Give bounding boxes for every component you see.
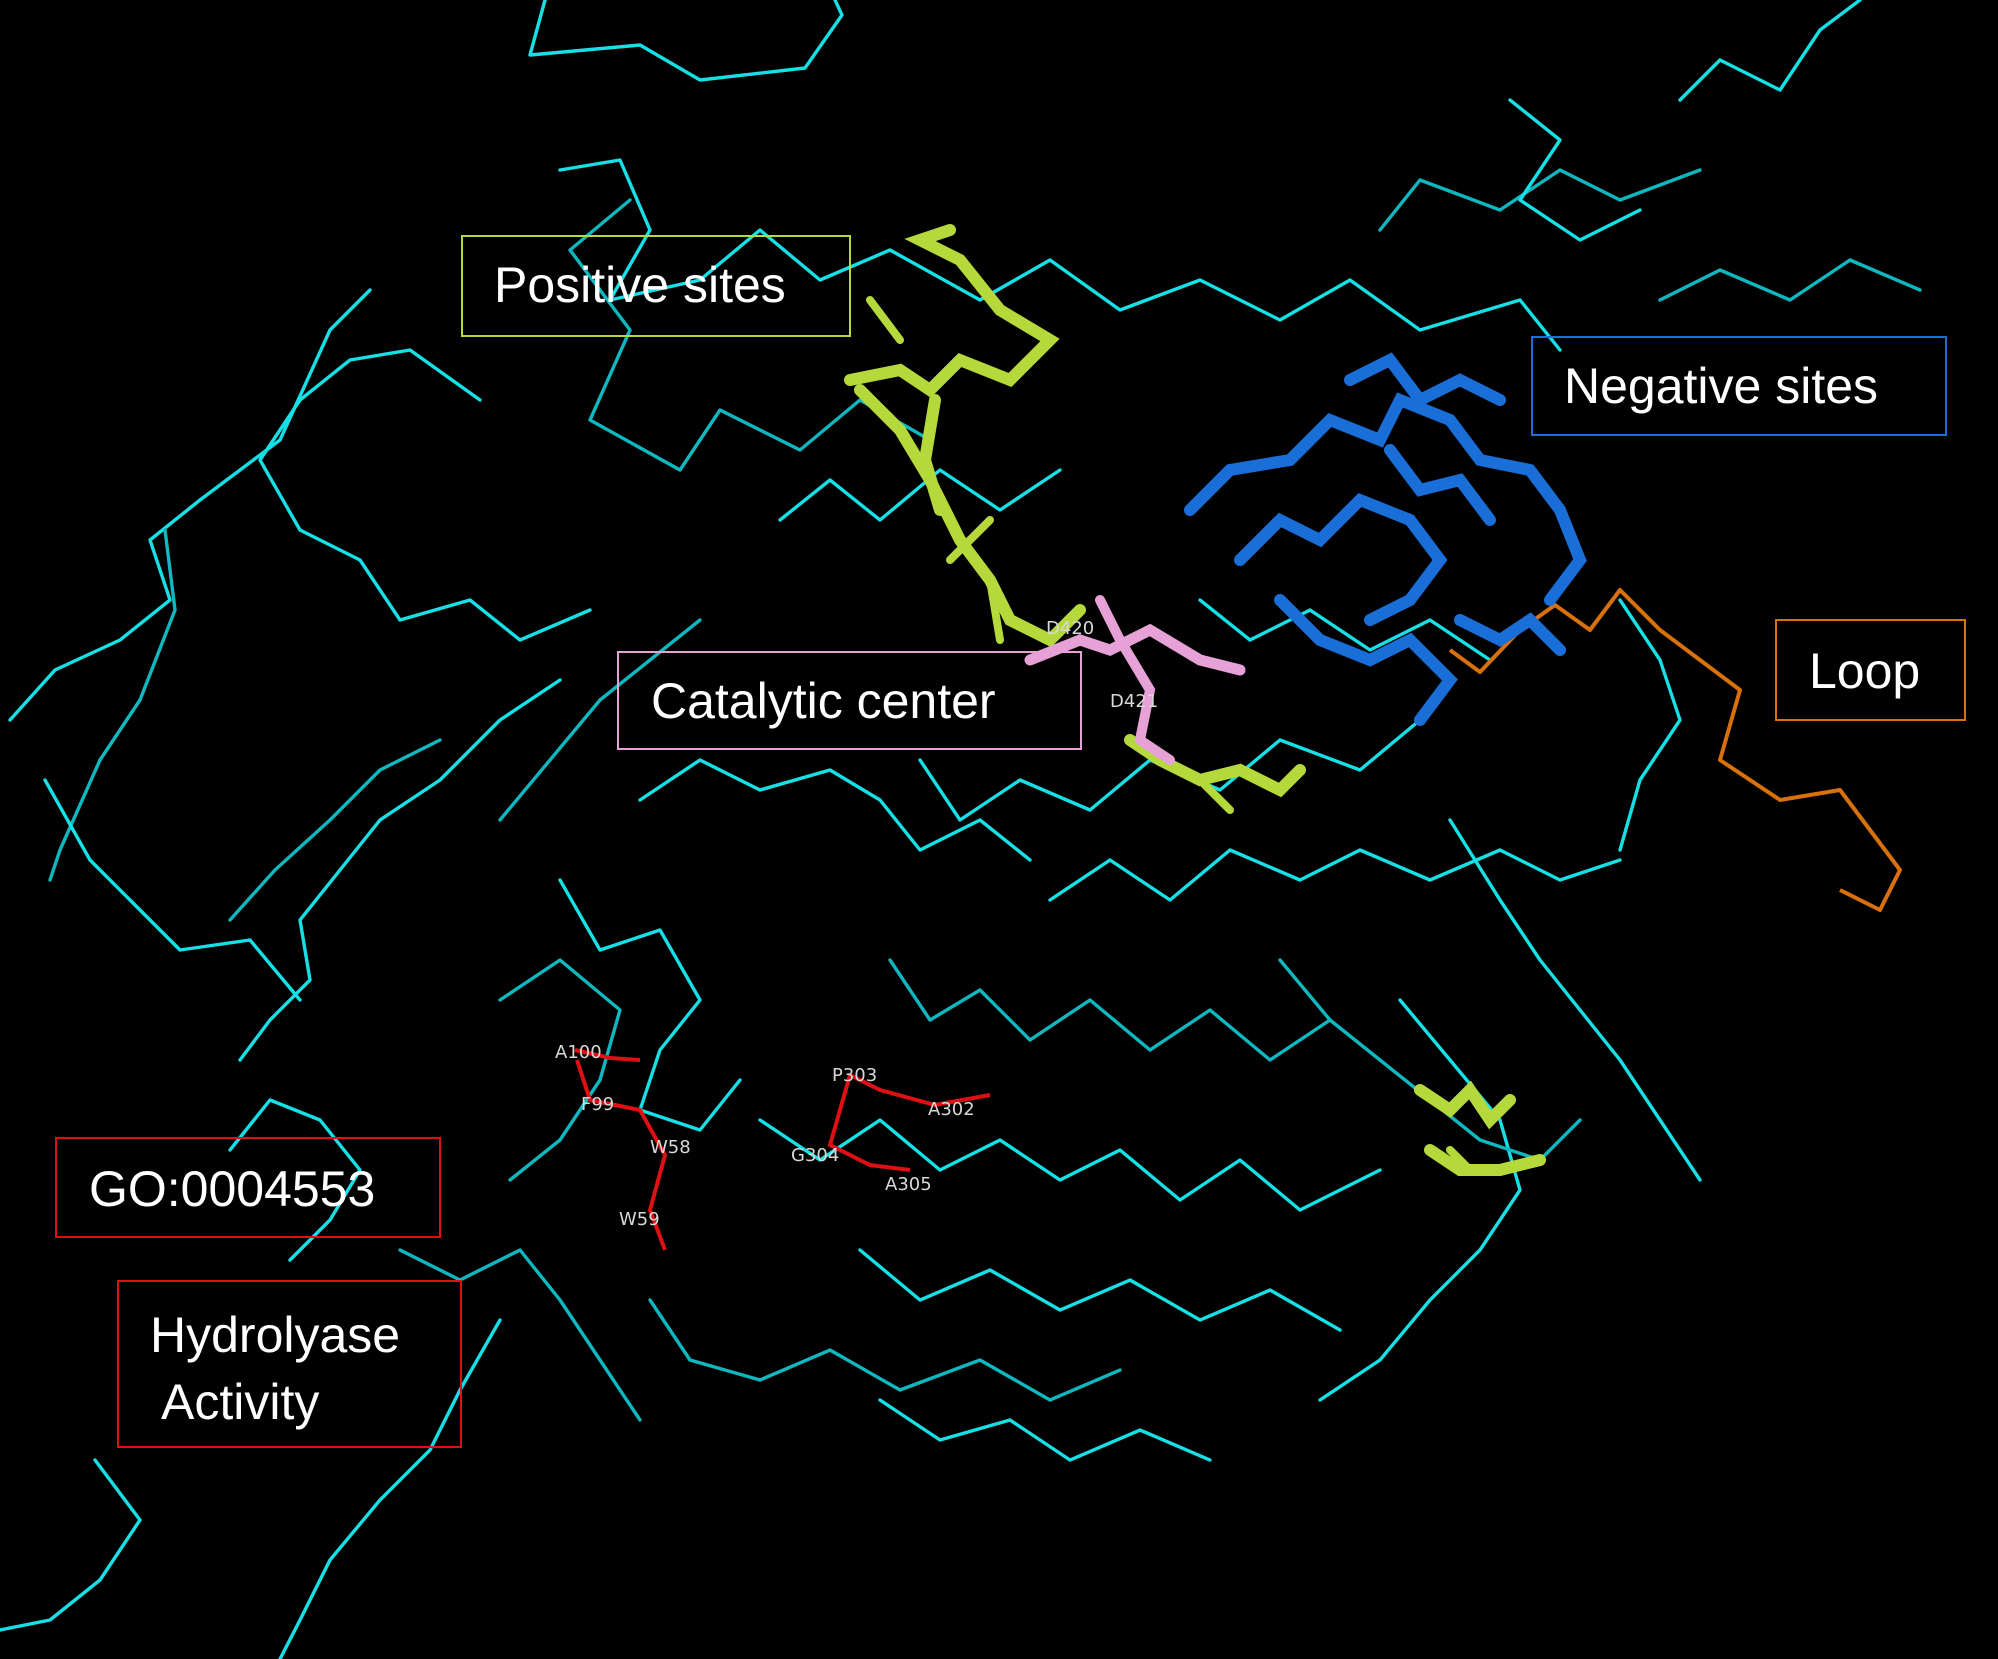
negative-stick [1274, 594, 1458, 726]
backbone-chain [1378, 168, 1702, 232]
backbone-chain [568, 198, 932, 472]
negative-stick [1184, 392, 1587, 606]
positive-branch [946, 516, 994, 564]
backbone-chain [228, 738, 442, 922]
negative-site-residues [1184, 352, 1587, 726]
positive-stick [844, 224, 1060, 398]
residue-label-d420: D420 [1046, 618, 1094, 639]
positive-branch [1196, 776, 1234, 814]
backbone-chain [1508, 98, 1642, 242]
positive-site-residues [844, 224, 1546, 1176]
backbone-chain [648, 1298, 1122, 1402]
backbone-chain [878, 1398, 1212, 1462]
label-negative-sites: Negative sites [1531, 336, 1947, 436]
residue-label-a302: A302 [928, 1099, 975, 1120]
positive-stick [1424, 1144, 1546, 1176]
backbone-chain [1618, 598, 1682, 852]
label-hydrolyase-line2: Activity [161, 1374, 320, 1430]
backbone-chain [48, 528, 177, 882]
positive-stick [1124, 734, 1306, 798]
negative-stick [1454, 612, 1566, 656]
residue-label-f99: F99 [581, 1094, 614, 1115]
label-positive-sites-text: Positive sites [494, 257, 786, 313]
backbone-chain [43, 778, 302, 1002]
residue-label-g304: G304 [791, 1145, 839, 1166]
residue-label-w59: W59 [619, 1209, 660, 1230]
backbone-chain [558, 878, 742, 1132]
backbone-chain [528, 0, 844, 82]
positive-branch [1446, 1146, 1474, 1174]
residue-label-a100: A100 [555, 1042, 602, 1063]
backbone-chain [758, 1118, 1382, 1212]
positive-branch [986, 576, 1004, 644]
negative-stick [1384, 444, 1496, 526]
label-go-term-text: GO:0004553 [89, 1161, 376, 1217]
positive-stick [854, 384, 1086, 648]
go-residue-bonds [574, 1048, 991, 1251]
backbone-chain [1678, 0, 1862, 102]
bond-a100 [574, 1048, 641, 1062]
residue-label-d421: D421 [1110, 691, 1158, 712]
backbone-chain [228, 1098, 362, 1262]
label-loop-text: Loop [1809, 643, 1921, 699]
label-go-term: GO:0004553 [55, 1137, 441, 1238]
label-loop: Loop [1775, 619, 1966, 721]
bond-g304-a305 [827, 1074, 911, 1172]
positive-stick [918, 394, 946, 516]
catalytic-stick-d421 [1095, 595, 1175, 765]
backbone-chain [1198, 598, 1492, 662]
bond-w58-w59 [575, 1059, 668, 1251]
backbone-chain [558, 158, 1562, 352]
backbone-chain [238, 678, 562, 1062]
residue-label-w58: W58 [650, 1137, 691, 1158]
label-negative-sites-text: Negative sites [1564, 358, 1879, 414]
catalytic-stick-d420 [1024, 623, 1246, 676]
backbone-chain [0, 1458, 142, 1632]
backbone-chain [8, 288, 372, 722]
backbone-chain [888, 958, 1332, 1062]
positive-stick [1414, 1080, 1516, 1130]
negative-stick [1234, 492, 1448, 626]
backbone-chain [498, 958, 622, 1182]
residue-label-p303: P303 [832, 1065, 877, 1086]
label-positive-sites: Positive sites [461, 235, 851, 337]
backbone-chain [858, 1248, 1342, 1332]
backbone-chain [498, 618, 702, 822]
residue-label-a305: A305 [885, 1174, 932, 1195]
backbone-chain [1448, 818, 1702, 1182]
positive-branch [866, 296, 904, 344]
catalytic-residues [1024, 595, 1246, 765]
backbone-chain [398, 1248, 642, 1422]
negative-stick [1344, 352, 1506, 408]
backbone-chain [1318, 998, 1522, 1402]
label-hydrolyase-activity: Hydrolyase Activity [117, 1280, 462, 1448]
backbone-chain [1048, 848, 1622, 902]
backbone-chain [778, 468, 1062, 522]
label-catalytic-center: Catalytic center [617, 651, 1082, 750]
protein-backbone [0, 0, 1922, 1659]
label-hydrolyase-line1: Hydrolyase [150, 1307, 401, 1363]
backbone-chain [638, 758, 1032, 862]
bond-p303-a302 [849, 1073, 991, 1108]
backbone-chain [258, 348, 592, 642]
label-catalytic-center-text: Catalytic center [651, 673, 996, 729]
backbone-chain [1658, 258, 1922, 302]
